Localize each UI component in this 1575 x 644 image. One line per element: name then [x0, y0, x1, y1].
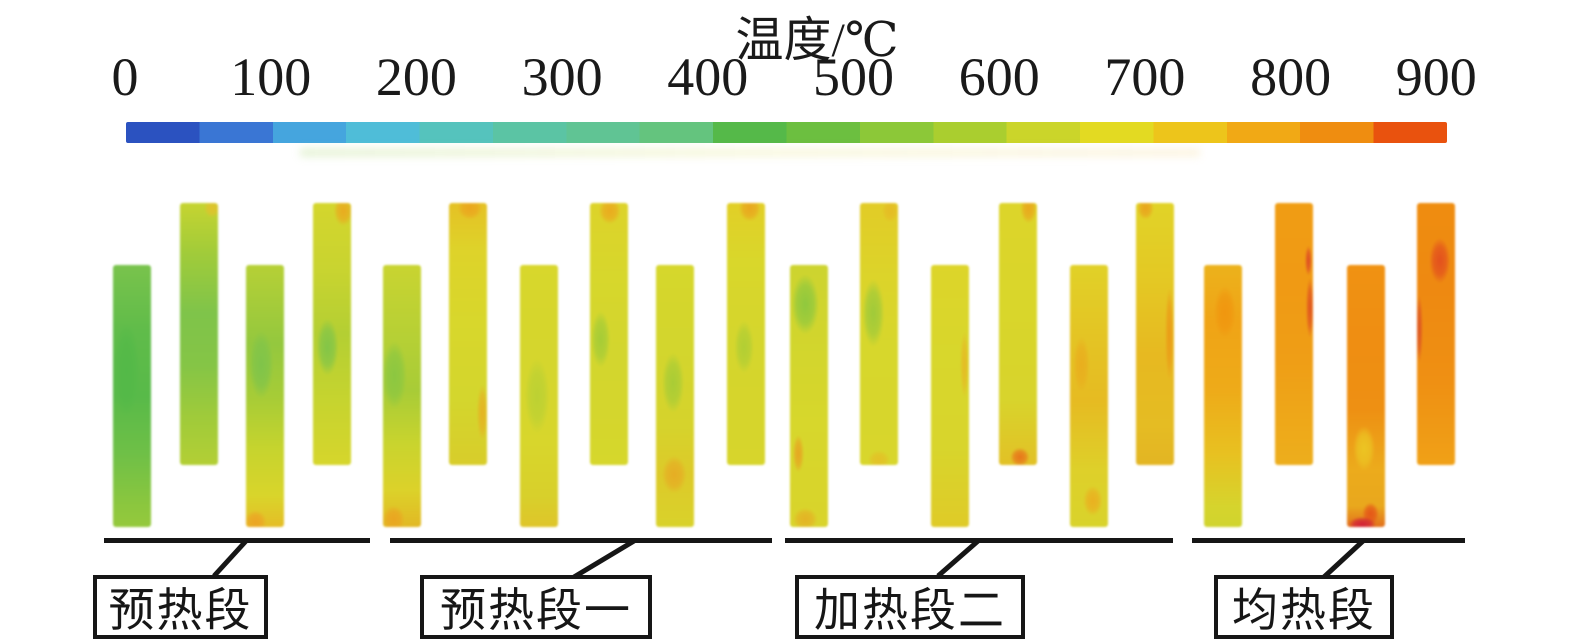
billet-bar [790, 265, 828, 527]
zone-line [785, 538, 1173, 543]
zone-line [390, 538, 772, 543]
billet-bar [1136, 203, 1174, 465]
zone-label: 加热段二 [814, 585, 1006, 636]
colorbar-tick-label: 700 [1104, 47, 1186, 107]
billet-bar [727, 203, 765, 465]
billet-bar [383, 265, 421, 527]
colorbar-tick-label: 900 [1395, 47, 1477, 107]
colorbar-reflection [300, 148, 1200, 157]
zone-leader-line [212, 539, 248, 578]
billet-bar [1347, 265, 1385, 527]
zone-label-box: 预热段一 [420, 575, 652, 639]
billet-bar [999, 203, 1037, 465]
billet-bar [860, 203, 898, 465]
colorbar-tick-label: 800 [1250, 47, 1332, 107]
colorbar-title: 温度/℃ [735, 14, 899, 67]
colorbar-tick-label: 600 [958, 47, 1040, 107]
billet-bar [1204, 265, 1242, 527]
billet-bar [313, 203, 351, 465]
zone-leader-line [572, 538, 636, 580]
zone-label-box: 预热段 [93, 575, 268, 639]
colorbar-gradient [126, 122, 1447, 143]
billet-bar [1417, 203, 1455, 465]
zone-line [1192, 538, 1465, 543]
colorbar-tick-label: 300 [521, 47, 603, 107]
zone-label: 预热段 [108, 585, 253, 636]
zone-label-box: 均热段 [1214, 575, 1394, 639]
billet-bar [113, 265, 151, 527]
billet-bar [520, 265, 558, 527]
zone-label: 预热段一 [440, 585, 632, 636]
billet-bar [590, 203, 628, 465]
billet-bar [246, 265, 284, 527]
billet-bar [449, 203, 487, 465]
colorbar-tick-label: 400 [667, 47, 749, 107]
colorbar-tick-label: 0 [111, 47, 139, 107]
colorbar-tick-label: 500 [813, 47, 894, 107]
billet-bar [656, 265, 694, 527]
billet-bar [180, 203, 218, 465]
billet-bar [1070, 265, 1108, 527]
zone-label-box: 加热段二 [795, 575, 1025, 639]
billet-bar [931, 265, 969, 527]
zone-line [104, 538, 370, 543]
zone-leader-line [936, 539, 980, 578]
colorbar-tick-label: 100 [230, 47, 312, 107]
billet-bar [1275, 203, 1313, 465]
zone-leader-line [1322, 539, 1365, 579]
zone-label: 均热段 [1232, 585, 1376, 636]
colorbar-tick-label: 200 [375, 47, 457, 107]
